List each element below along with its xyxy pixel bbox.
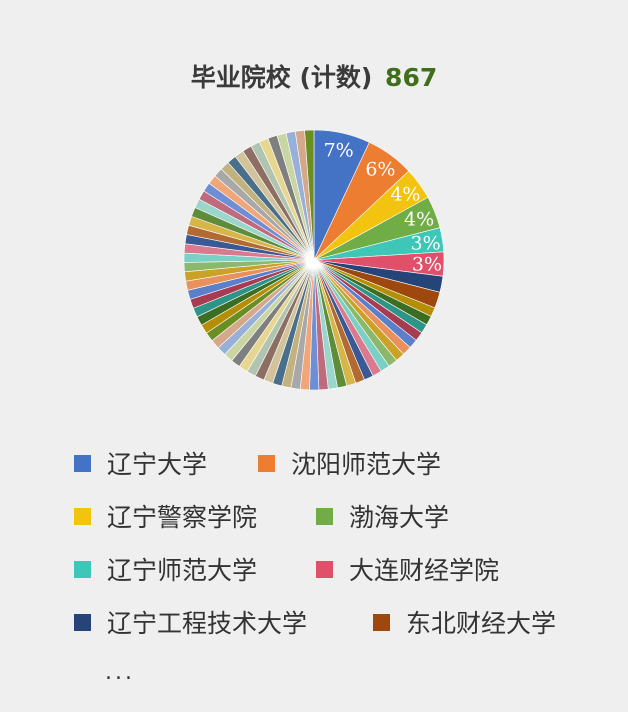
legend-label-6: 大连财经学院 (349, 556, 500, 585)
chart-title-text: 毕业院校 (计数) (190, 63, 373, 92)
slice-label-2: 6% (365, 159, 395, 181)
legend-item-4[interactable]: 渤海大学 (316, 499, 449, 533)
slice-label-4: 4% (404, 208, 434, 230)
slice-label-1: 7% (324, 140, 354, 162)
legend-label-4: 渤海大学 (349, 503, 450, 532)
total-count: 867 (385, 63, 438, 92)
legend-label-2: 沈阳师范大学 (291, 450, 442, 479)
legend-label-3: 辽宁警察学院 (107, 503, 258, 532)
legend-label-8: 东北财经大学 (406, 609, 557, 638)
chart-title: 毕业院校 (计数) 867 (0, 58, 628, 94)
legend-item-8[interactable]: 东北财经大学 (373, 605, 556, 639)
legend-swatch-2 (258, 454, 275, 472)
legend-swatch-1 (74, 454, 91, 472)
legend-item-3[interactable]: 辽宁警察学院 (74, 499, 257, 533)
legend-swatch-5 (74, 560, 91, 578)
legend-label-7: 辽宁工程技术大学 (107, 609, 308, 638)
legend-swatch-7 (74, 613, 91, 631)
legend-label-5: 辽宁师范大学 (107, 556, 258, 585)
legend-item-1[interactable]: 辽宁大学 (74, 446, 207, 480)
legend-swatch-6 (316, 560, 333, 578)
slice-label-3: 4% (390, 184, 420, 206)
legend-item-5[interactable]: 辽宁师范大学 (74, 552, 257, 586)
legend-item-7[interactable]: 辽宁工程技术大学 (74, 605, 307, 639)
legend-swatch-8 (373, 613, 390, 631)
legend-item-2[interactable]: 沈阳师范大学 (258, 446, 441, 480)
legend-label-1: 辽宁大学 (107, 450, 208, 479)
legend-swatch-4 (316, 507, 333, 525)
legend-item-6[interactable]: 大连财经学院 (316, 552, 499, 586)
pie-slice-68[interactable] (304, 129, 315, 261)
slice-label-6: 3% (412, 254, 442, 276)
legend-swatch-3 (74, 507, 91, 525)
slice-label-5: 3% (411, 232, 441, 254)
